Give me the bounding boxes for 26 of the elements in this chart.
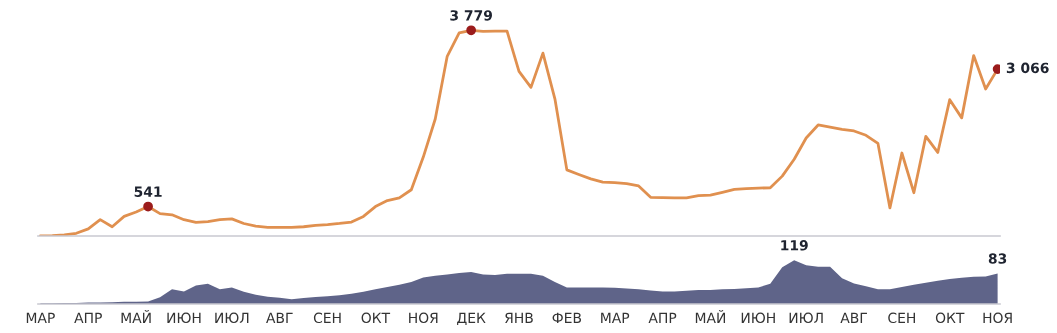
x-tick-label: АПР xyxy=(74,312,102,323)
x-tick-label: СЕН xyxy=(888,312,915,324)
x-tick-label: СЕН xyxy=(313,312,341,324)
x-tick-label: МАР xyxy=(26,312,55,323)
x-tick-label: ДЕК xyxy=(457,312,486,326)
data-label: 119 xyxy=(781,240,808,251)
x-tick-label: АПР xyxy=(648,312,677,323)
data-label: 3 779 xyxy=(450,10,492,21)
x-tick-label: МАЙ xyxy=(695,310,726,323)
x-tick-label: НОЯ xyxy=(409,312,438,324)
data-label: 3 066 xyxy=(1006,62,1049,74)
x-tick-label: АВГ xyxy=(266,312,293,323)
x-tick-label: МАР xyxy=(601,312,630,323)
x-tick-label: ОКТ xyxy=(935,312,965,324)
x-tick-label: НОЯ xyxy=(983,312,1012,324)
x-tick-label: ФЕВ xyxy=(552,312,582,323)
x-tick-label: ИЮЛ xyxy=(789,312,823,324)
x-tick-label: ИЮН xyxy=(741,312,775,324)
x-tick-label: ИЮЛ xyxy=(215,312,249,324)
x-tick-label: ЯНВ xyxy=(505,312,533,323)
data-label: 541 xyxy=(134,186,162,197)
x-tick-label: АВГ xyxy=(840,312,867,323)
x-tick-label: ОКТ xyxy=(361,312,391,324)
x-tick-label: ИЮН xyxy=(167,312,201,324)
data-label: 83 xyxy=(988,253,1007,264)
x-tick-label: МАЙ xyxy=(121,310,151,323)
